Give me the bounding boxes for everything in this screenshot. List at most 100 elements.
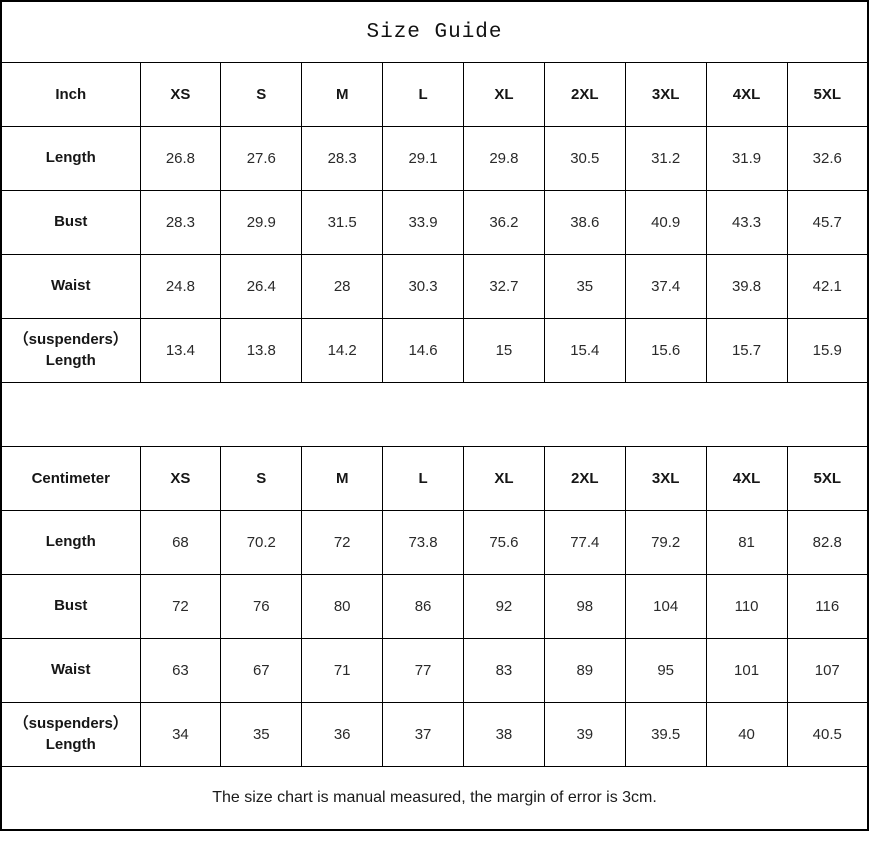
size-header-l: L <box>382 446 464 511</box>
value-cell: 43.3 <box>705 190 788 255</box>
value-cell: 24.8 <box>139 254 222 319</box>
value-cell: 30.3 <box>382 254 464 319</box>
row-label-length: Length <box>0 126 141 191</box>
value-cell: 15.6 <box>624 318 707 383</box>
value-cell: 76 <box>220 574 303 639</box>
value-cell: 27.6 <box>220 126 303 191</box>
unit-header-inch: Inch <box>0 62 141 127</box>
row-label-bust: Bust <box>0 574 141 639</box>
size-guide-table: Size Guide Inch XS S M L XL 2XL 3XL 4XL … <box>0 0 869 831</box>
value-cell: 80 <box>301 574 384 639</box>
value-cell: 89 <box>543 638 626 703</box>
value-cell: 15 <box>463 318 545 383</box>
value-cell: 39.8 <box>705 254 788 319</box>
value-cell: 38 <box>463 702 545 767</box>
row-label-line2: Length <box>45 351 96 369</box>
value-cell: 95 <box>624 638 707 703</box>
value-cell: 101 <box>705 638 788 703</box>
size-header-2xl: 2XL <box>543 62 626 127</box>
size-header-l: L <box>382 62 464 127</box>
size-header-s: S <box>220 62 303 127</box>
value-cell: 70.2 <box>220 510 303 575</box>
value-cell: 68 <box>139 510 222 575</box>
value-cell: 31.9 <box>705 126 788 191</box>
page-title: Size Guide <box>0 0 869 63</box>
row-label-line1: （suspenders） <box>13 715 128 733</box>
row-label-line2: Length <box>45 735 96 753</box>
value-cell: 33.9 <box>382 190 464 255</box>
cm-header-row: Centimeter XS S M L XL 2XL 3XL 4XL 5XL <box>0 446 869 511</box>
value-cell: 28 <box>301 254 384 319</box>
size-header-5xl: 5XL <box>786 62 869 127</box>
value-cell: 31.2 <box>624 126 707 191</box>
size-header-xl: XL <box>463 62 545 127</box>
size-header-m: M <box>301 62 384 127</box>
value-cell: 31.5 <box>301 190 384 255</box>
value-cell: 37.4 <box>624 254 707 319</box>
value-cell: 40 <box>705 702 788 767</box>
value-cell: 38.6 <box>543 190 626 255</box>
size-header-xs: XS <box>139 62 222 127</box>
value-cell: 98 <box>543 574 626 639</box>
row-label-waist: Waist <box>0 638 141 703</box>
value-cell: 92 <box>463 574 545 639</box>
table-row: Length 26.8 27.6 28.3 29.1 29.8 30.5 31.… <box>0 126 869 191</box>
value-cell: 86 <box>382 574 464 639</box>
table-row: （suspenders） Length 13.4 13.8 14.2 14.6 … <box>0 318 869 383</box>
spacer-row <box>0 382 869 447</box>
value-cell: 79.2 <box>624 510 707 575</box>
value-cell: 104 <box>624 574 707 639</box>
value-cell: 15.4 <box>543 318 626 383</box>
row-label-suspenders-length: （suspenders） Length <box>0 318 141 383</box>
size-header-5xl: 5XL <box>786 446 869 511</box>
value-cell: 71 <box>301 638 384 703</box>
size-header-4xl: 4XL <box>705 446 788 511</box>
table-row: Bust 28.3 29.9 31.5 33.9 36.2 38.6 40.9 … <box>0 190 869 255</box>
size-header-3xl: 3XL <box>624 446 707 511</box>
value-cell: 34 <box>139 702 222 767</box>
table-row: Bust 72 76 80 86 92 98 104 110 116 <box>0 574 869 639</box>
row-label-bust: Bust <box>0 190 141 255</box>
value-cell: 15.9 <box>786 318 869 383</box>
value-cell: 29.1 <box>382 126 464 191</box>
value-cell: 72 <box>139 574 222 639</box>
value-cell: 40.9 <box>624 190 707 255</box>
value-cell: 81 <box>705 510 788 575</box>
row-label-line1: （suspenders） <box>13 331 128 349</box>
value-cell: 40.5 <box>786 702 869 767</box>
value-cell: 45.7 <box>786 190 869 255</box>
inch-header-row: Inch XS S M L XL 2XL 3XL 4XL 5XL <box>0 62 869 127</box>
footer-note: The size chart is manual measured, the m… <box>0 766 869 831</box>
value-cell: 28.3 <box>139 190 222 255</box>
unit-header-centimeter: Centimeter <box>0 446 141 511</box>
value-cell: 36 <box>301 702 384 767</box>
size-header-xl: XL <box>463 446 545 511</box>
value-cell: 77 <box>382 638 464 703</box>
table-row: Waist 24.8 26.4 28 30.3 32.7 35 37.4 39.… <box>0 254 869 319</box>
value-cell: 110 <box>705 574 788 639</box>
value-cell: 37 <box>382 702 464 767</box>
value-cell: 39.5 <box>624 702 707 767</box>
size-header-2xl: 2XL <box>543 446 626 511</box>
value-cell: 29.8 <box>463 126 545 191</box>
value-cell: 14.6 <box>382 318 464 383</box>
row-label-suspenders-length: （suspenders） Length <box>0 702 141 767</box>
value-cell: 15.7 <box>705 318 788 383</box>
value-cell: 82.8 <box>786 510 869 575</box>
value-cell: 14.2 <box>301 318 384 383</box>
value-cell: 39 <box>543 702 626 767</box>
size-header-s: S <box>220 446 303 511</box>
value-cell: 35 <box>543 254 626 319</box>
value-cell: 67 <box>220 638 303 703</box>
value-cell: 75.6 <box>463 510 545 575</box>
value-cell: 36.2 <box>463 190 545 255</box>
value-cell: 107 <box>786 638 869 703</box>
table-row: （suspenders） Length 34 35 36 37 38 39 39… <box>0 702 869 767</box>
size-header-m: M <box>301 446 384 511</box>
value-cell: 13.8 <box>220 318 303 383</box>
value-cell: 83 <box>463 638 545 703</box>
size-header-4xl: 4XL <box>705 62 788 127</box>
size-header-3xl: 3XL <box>624 62 707 127</box>
value-cell: 26.4 <box>220 254 303 319</box>
